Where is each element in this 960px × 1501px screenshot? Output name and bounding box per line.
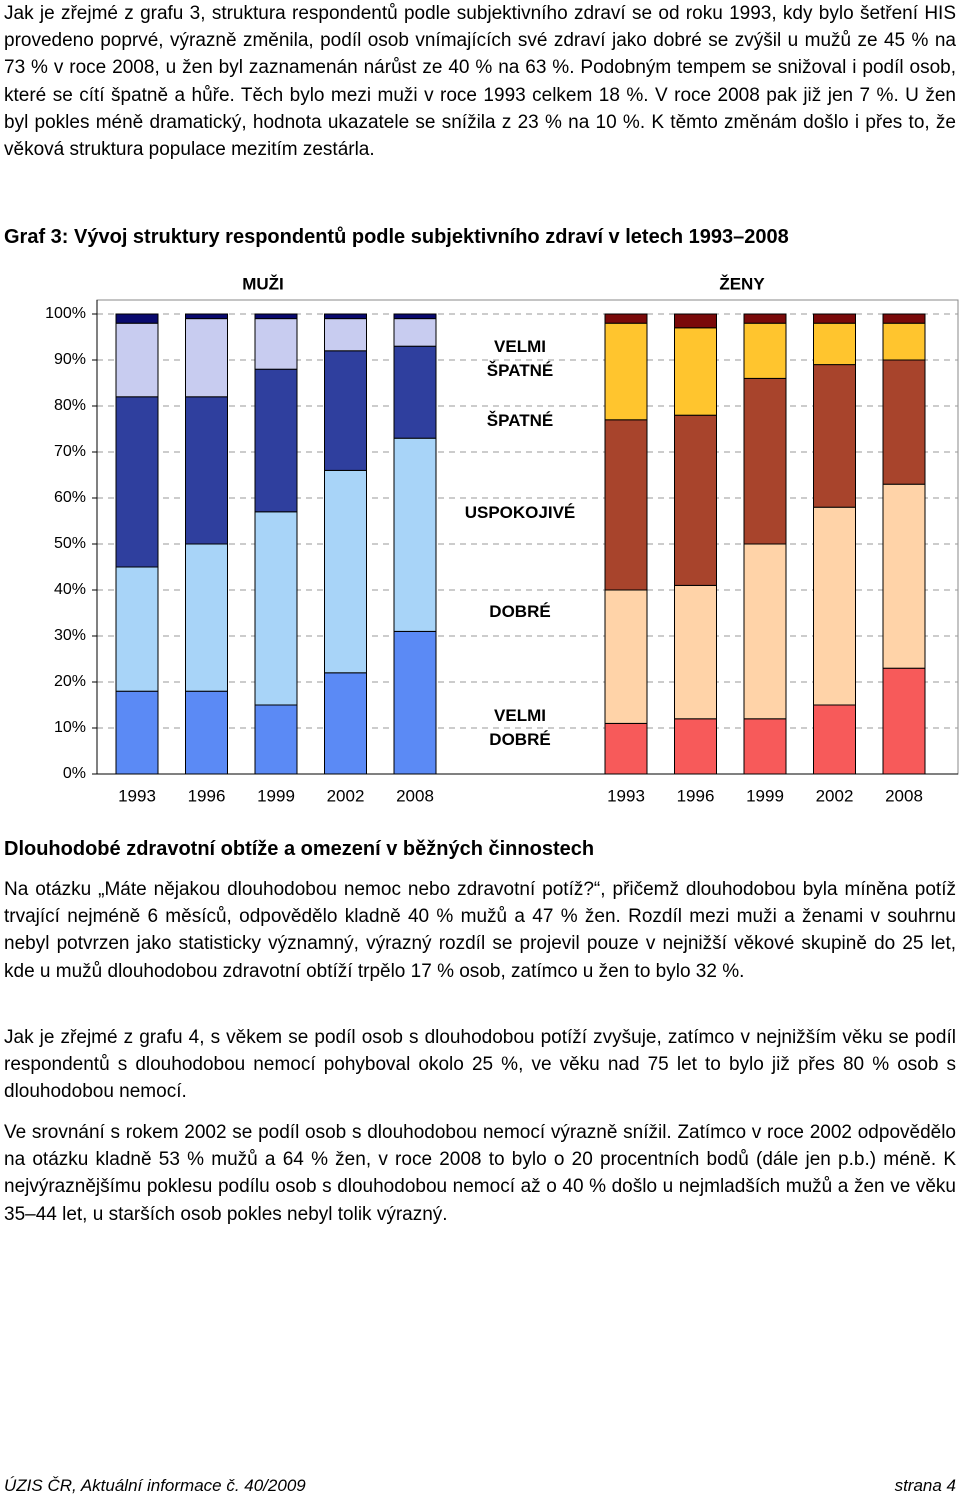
paragraph: Na otázku „Máte nějakou dlouhodobou nemo… [4,879,956,982]
y-tick-label: 0% [63,765,86,782]
x-tick-label: 1996 [677,786,715,805]
chart-title: Graf 3: Vývoj struktury respondentů podl… [4,226,789,248]
bar-segment [393,630,437,775]
bar-segment [185,690,228,775]
bar-segment [674,718,717,775]
bar-segment [674,584,717,720]
x-tick-label: 2008 [885,786,923,805]
bar-segment [604,419,648,591]
bar-segment [115,566,159,692]
y-tick-label: 50% [54,535,86,552]
bar-segment [604,313,648,324]
x-tick-label: 2002 [327,786,365,805]
bar-segment [185,313,228,320]
group-label: ŽENY [719,274,765,293]
x-tick-label: 1993 [118,786,156,805]
bar-segment [882,483,926,669]
bar-segment [324,350,367,471]
footer-left: ÚZIS ČR, Aktuální informace č. 40/2009 [4,1476,306,1495]
bar-segment [882,359,926,485]
bar-segment [393,437,437,632]
bar-segment [254,313,298,320]
bar-segment [324,672,367,775]
y-tick-label: 30% [54,627,86,644]
y-tick-label: 90% [54,351,86,368]
bar-segment [254,511,298,706]
paragraph: Ve srovnání s rokem 2002 se podíl osob s… [4,1122,956,1225]
bar-segment [604,322,648,421]
x-tick-label: 2002 [816,786,854,805]
legend-label: VELMI ŠPATNÉ [486,337,554,380]
bar-segment [743,543,787,720]
bar-segment [393,318,437,347]
group-label: MUŽI [242,274,284,293]
bar-segment [393,345,437,439]
bar-segment [185,318,228,398]
bar-segment [743,718,787,775]
x-tick-label: 1996 [188,786,226,805]
footer-right: strana 4 [894,1476,956,1495]
bar-segment [882,313,926,324]
y-tick-label: 100% [45,305,86,322]
bar-segment [115,313,159,324]
x-tick-label: 1993 [607,786,645,805]
bar-segment [324,318,367,352]
bar-segment [813,313,856,324]
bar-segment [674,313,717,329]
bar-segment [674,414,717,586]
bar-segment [185,543,228,692]
bar-segment [882,322,926,361]
bar-segment [743,322,787,379]
y-tick-label: 10% [54,719,86,736]
legend-label: USPOKOJIVÉ [464,503,576,522]
y-tick-label: 20% [54,673,86,690]
bar-segment [115,322,159,398]
bar-segment [254,318,298,370]
bar-segment [743,377,787,545]
bar-segment [813,364,856,508]
bar-segment [674,327,717,416]
bar-segment [324,469,367,674]
intro-paragraph: Jak je zřejmé z grafu 3, struktura respo… [4,3,956,161]
paragraph: Jak je zřejmé z grafu 4, s věkem se podí… [4,1027,956,1103]
bar-segment [604,589,648,724]
y-tick-label: 70% [54,443,86,460]
bar-segment [604,722,648,775]
bar-segment [813,506,856,706]
bar-segment [813,322,856,366]
bar-segment [254,704,298,775]
section-heading: Dlouhodobé zdravotní obtíže a omezení v … [4,838,595,860]
bar-segment [185,396,228,545]
bar-segment [882,667,926,775]
bar-segment [743,313,787,324]
legend-label: ŠPATNÉ [486,411,554,430]
y-tick-label: 80% [54,397,86,414]
chart: 0% 10% 20% 30% 40% 50% 60% 70% 80% 90% 100% MUŽI 199… [45,274,959,805]
bar-segment [115,396,159,568]
y-tick-label: 60% [54,489,86,506]
legend-label: VELMI DOBRÉ [489,706,551,749]
legend-label: DOBRÉ [489,602,551,621]
bar-segment [254,368,298,513]
bar-segment [813,704,856,775]
bar-segment [324,313,367,320]
x-tick-label: 1999 [746,786,784,805]
y-tick-label: 40% [54,581,86,598]
x-tick-label: 2008 [396,786,434,805]
x-tick-label: 1999 [257,786,295,805]
bar-segment [393,313,437,320]
bar-segment [115,690,159,775]
